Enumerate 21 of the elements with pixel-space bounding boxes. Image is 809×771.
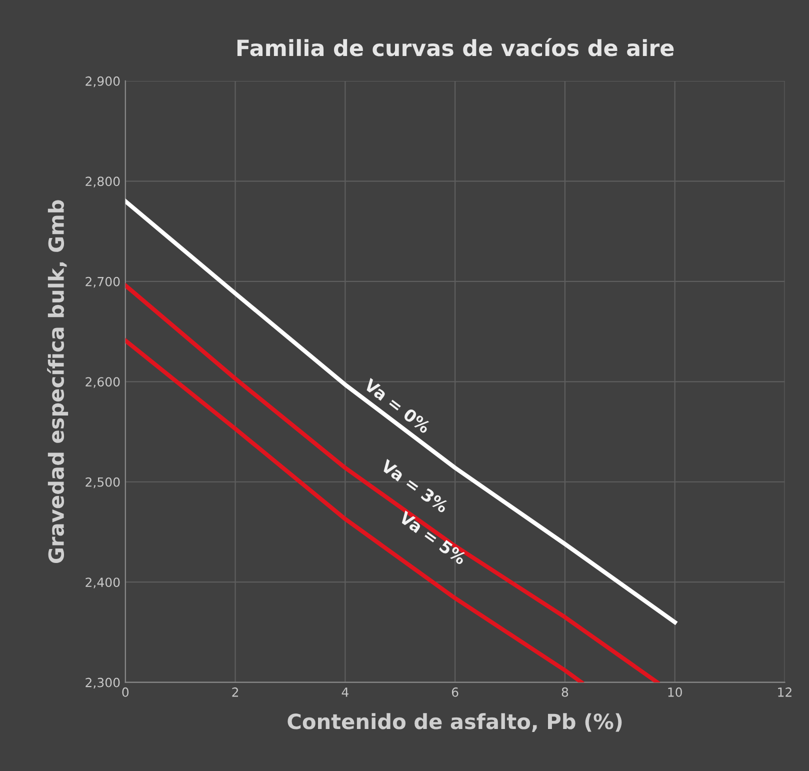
chart-title: Familia de curvas de vacíos de aire (237, 38, 674, 56)
y-axis-title: Gravedad específica bulk, Gmb (47, 200, 68, 564)
x-tick-label: 2 (232, 687, 238, 697)
x-tick-label: 0 (122, 687, 129, 697)
x-tick-label: 10 (668, 687, 682, 697)
y-tick-label: 2,600 (86, 377, 120, 388)
y-tick-label: 2,900 (86, 76, 120, 88)
x-axis-title: Contenido de asfalto, Pb (%) (288, 713, 622, 732)
x-tick-label: 6 (452, 687, 458, 697)
y-tick-label: 2,800 (86, 176, 120, 188)
line-series (125, 338, 584, 682)
y-tick-label: 2,700 (86, 276, 120, 288)
text: Va = 0% (363, 378, 432, 434)
y-tick-label: 2,300 (86, 678, 120, 689)
line-series (125, 199, 677, 624)
y-tick-label: 2,400 (86, 578, 120, 588)
x-tick-label: 4 (342, 688, 348, 697)
y-tick-label: 2,500 (86, 477, 120, 488)
x-tick-label: 12 (778, 687, 792, 697)
x-tick-label: 8 (562, 687, 568, 697)
line-series (125, 283, 660, 682)
